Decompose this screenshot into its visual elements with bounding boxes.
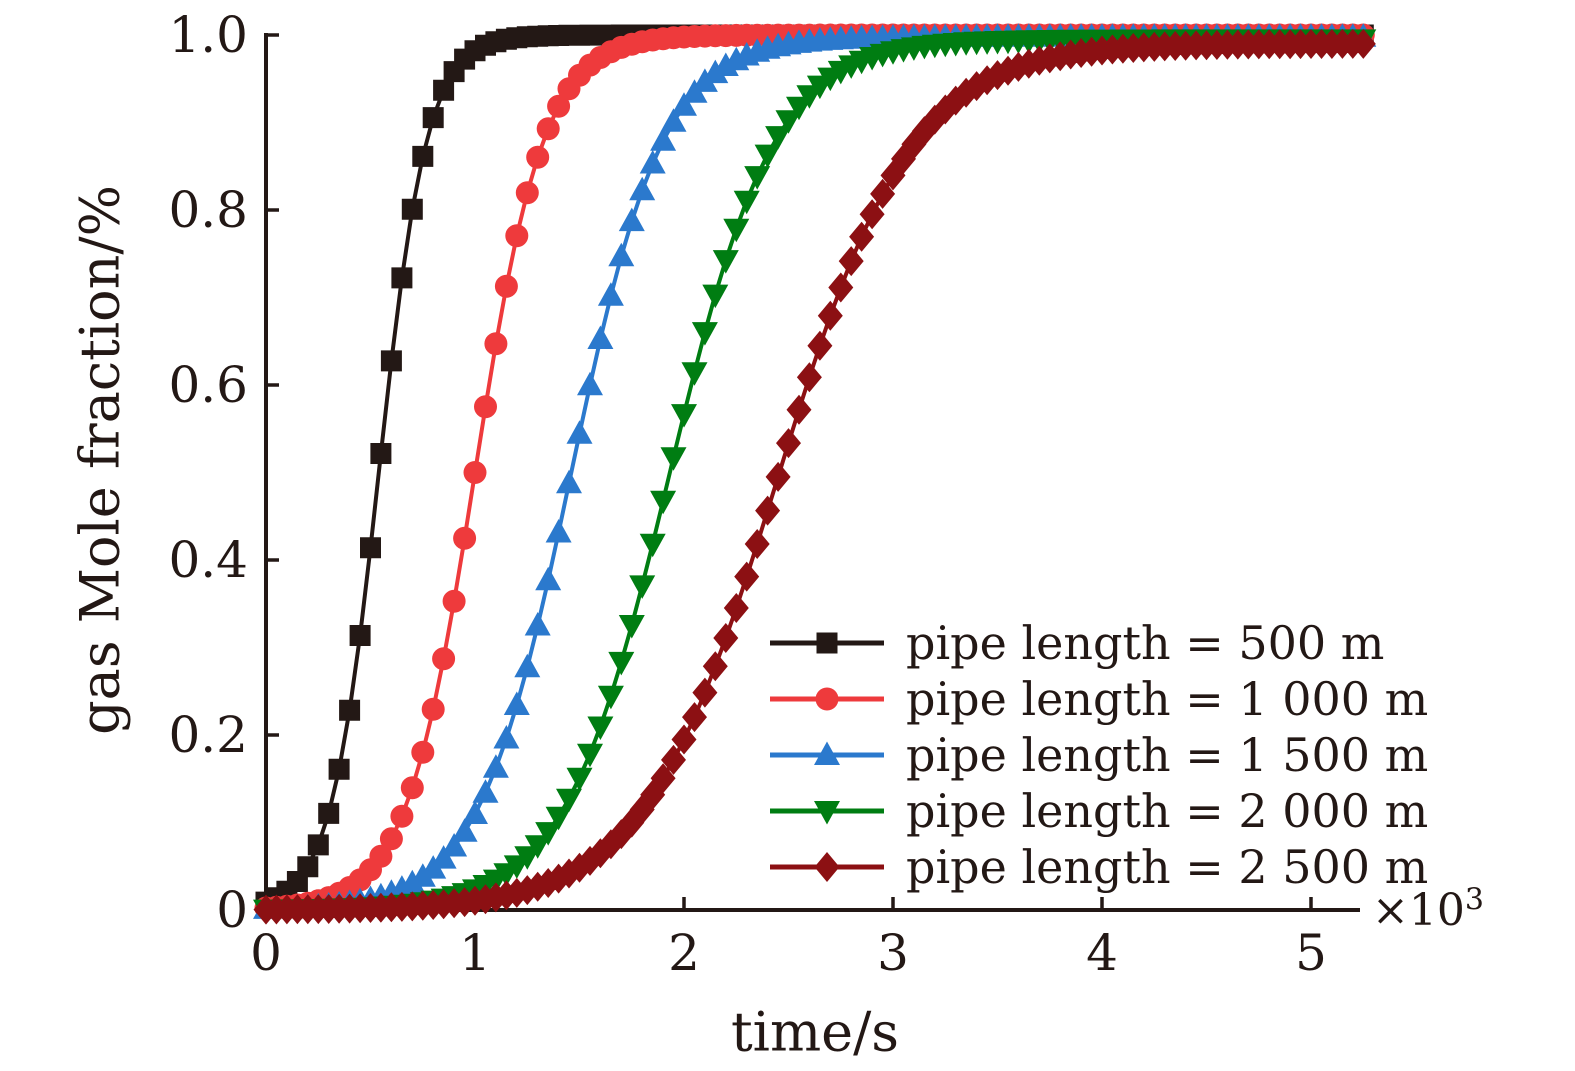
legend-item-pipe-2500: pipe length = 2 500 m [768,839,1428,895]
y-tick-label-0.6: 0.6 [168,356,248,414]
y-axis-title: gas Mole fraction/% [68,185,132,735]
x-tick-label-1: 1 [459,924,491,982]
offset-base: ×10 [1372,885,1465,937]
x-tick-label-4: 4 [1086,924,1118,982]
legend-swatch-pipe-500 [770,632,884,654]
legend-label-pipe-2000: pipe length = 2 000 m [906,784,1429,838]
y-tick-label-0.4: 0.4 [168,531,248,589]
triangle-up-icon [814,741,840,765]
series-pipe-length-2-500-m [253,28,1376,925]
diamond-icon [814,852,840,882]
x-tick-label-2: 2 [668,924,700,982]
legend-item-pipe-1500: pipe length = 1 500 m [768,727,1428,783]
x-tick-label-3: 3 [877,924,909,982]
y-tick-label-0.8: 0.8 [168,181,248,239]
legend-label-pipe-2500: pipe length = 2 500 m [906,840,1429,894]
y-tick-label-0: 0 [216,881,248,939]
x-axis-offset-label: ×103 [1372,882,1484,936]
legend-swatch-pipe-2500 [770,852,884,882]
legend-swatch-pipe-1000 [770,687,884,711]
y-tick-label-1.0: 1.0 [168,6,248,64]
legend-label-pipe-500: pipe length = 500 m [906,616,1385,670]
circle-icon [815,687,839,711]
square-icon [816,632,838,654]
offset-exponent: 3 [1464,882,1484,918]
legend-item-pipe-2000: pipe length = 2 000 m [768,783,1428,839]
legend-item-pipe-1000: pipe length = 1 000 m [768,671,1428,727]
legend: pipe length = 500 m pipe length = 1 000 … [768,615,1428,895]
legend-label-pipe-1000: pipe length = 1 000 m [906,672,1429,726]
y-tick-label-0.2: 0.2 [168,706,248,764]
legend-swatch-pipe-2000 [770,801,884,825]
x-tick-label-0: 0 [250,924,282,982]
legend-item-pipe-500: pipe length = 500 m [768,615,1428,671]
x-tick-label-5: 5 [1295,924,1327,982]
legend-swatch-pipe-1500 [770,741,884,765]
legend-label-pipe-1500: pipe length = 1 500 m [906,728,1429,782]
x-axis-title: time/s [730,1000,900,1064]
series-markers-2 [254,23,1375,920]
triangle-down-icon [814,801,840,825]
